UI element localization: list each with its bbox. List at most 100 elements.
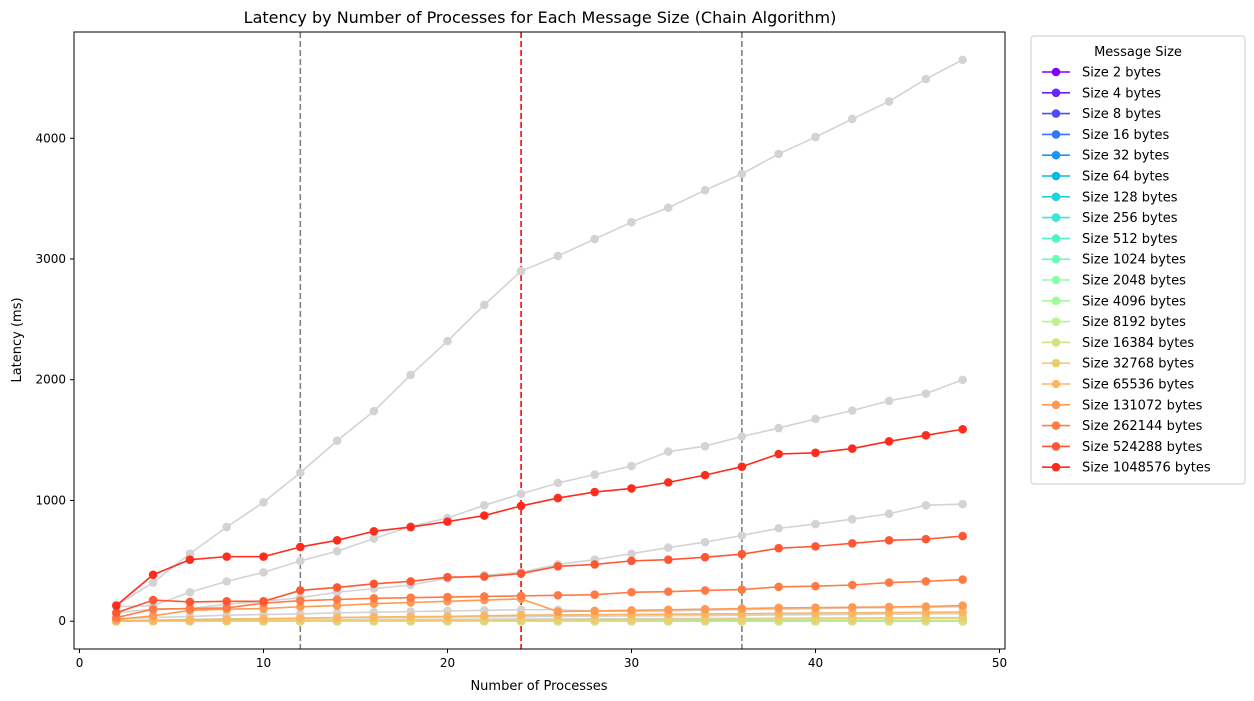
series-size-131072-bytes: [112, 594, 967, 624]
series-size-524288-bytes-line: [116, 535, 963, 614]
background-series-2-point: [700, 537, 710, 547]
series-size-65536-bytes-point: [296, 613, 305, 623]
background-series-1-point: [811, 414, 820, 424]
legend-label: Size 2048 bytes: [1082, 274, 1186, 289]
background-series-0-point: [332, 436, 342, 446]
legend-swatch-marker: [1051, 442, 1061, 451]
series-size-65536-bytes-point: [222, 614, 232, 624]
legend-swatch-marker: [1051, 296, 1061, 306]
legend-label: Size 4096 bytes: [1082, 294, 1186, 309]
series-size-524288-bytes-point: [185, 597, 195, 607]
series-size-1048576-bytes-point: [663, 478, 673, 487]
series-size-262144-bytes-point: [516, 591, 526, 601]
series-size-1048576-bytes-point: [737, 462, 747, 471]
legend-entry: Size 64 bytes: [1042, 170, 1170, 185]
x-tick-label: 30: [624, 656, 639, 670]
series-size-524288-bytes-point: [811, 542, 820, 551]
legend: Message Size Size 2 bytes Size 4 bytes Siz…: [1030, 35, 1246, 485]
series-size-65536-bytes-point: [406, 612, 416, 621]
series-size-131072-bytes-point: [553, 607, 563, 616]
series-size-1048576-bytes-line: [115, 428, 963, 607]
series-size-32768-bytes-point: [811, 614, 820, 624]
legend-entry: Size 8 bytes: [1042, 107, 1161, 122]
legend-label: Size 16384 bytes: [1082, 336, 1194, 351]
background-series-0-point: [516, 266, 526, 276]
background-series-0-point: [847, 114, 857, 124]
legend-entry: Size 512 bytes: [1042, 232, 1178, 247]
legend-swatch-marker: [1051, 338, 1061, 347]
legend-entry: Size 4 bytes: [1042, 86, 1161, 101]
legend-swatch-marker: [1051, 109, 1061, 118]
series-size-524288-bytes-point: [737, 549, 747, 559]
y-tick-label: 4000: [35, 131, 66, 145]
series-size-262144-bytes-point: [737, 585, 747, 594]
legend-label: Size 8192 bytes: [1082, 315, 1186, 330]
series-size-262144-bytes-point: [553, 590, 563, 600]
x-tick-label: 0: [76, 656, 84, 670]
series-size-1048576-bytes-point: [553, 493, 563, 503]
y-axis-label: Latency (ms): [10, 297, 25, 382]
background-series-2-point: [847, 514, 857, 524]
x-tick-label: 50: [992, 656, 1007, 670]
series-size-262144-bytes-point: [296, 596, 305, 606]
background-series-1: [112, 375, 967, 612]
legend-entry: Size 256 bytes: [1042, 211, 1178, 226]
series-size-65536-bytes-line: [116, 611, 963, 622]
background-series-0-point: [406, 370, 416, 380]
background-series-0-point: [185, 549, 195, 558]
series-size-262144-bytes-point: [369, 593, 379, 603]
series-size-65536-bytes-point: [958, 607, 967, 617]
background-series-1-line: [116, 378, 963, 608]
background-series-2-point: [811, 519, 820, 529]
series-size-131072-bytes-point: [774, 603, 783, 613]
background-series-0-point: [259, 497, 268, 507]
background-series-0-point: [663, 203, 673, 212]
series-size-1048576-bytes-point: [480, 511, 489, 520]
series-size-32768-bytes-point: [847, 614, 857, 624]
series-size-262144-bytes-point: [332, 595, 342, 604]
background-series-2-point: [921, 501, 931, 510]
legend-entry: Size 128 bytes: [1042, 190, 1178, 205]
series-size-131072-bytes-point: [296, 602, 305, 612]
background-series-2-point: [737, 531, 747, 540]
series-size-524288-bytes-point: [590, 560, 599, 569]
series-size-32768-bytes-point: [884, 614, 894, 623]
series-size-65536-bytes-point: [259, 614, 268, 624]
legend-label: Size 64 bytes: [1082, 170, 1170, 185]
series-size-524288-bytes-point: [516, 569, 526, 578]
legend-entry: Size 262144 bytes: [1042, 419, 1203, 434]
series-size-1048576-bytes-point: [590, 487, 599, 497]
y-tick-label: 0: [58, 614, 66, 628]
background-series-1-point: [259, 568, 268, 577]
background-series-0-point: [148, 578, 158, 587]
legend-entry: Size 16384 bytes: [1042, 336, 1194, 351]
series-size-1048576-bytes-point: [369, 526, 379, 536]
plot-frame: [73, 31, 1006, 650]
background-series-1-point: [332, 546, 342, 556]
background-series-3-line: [116, 605, 963, 620]
series-size-1048576-bytes-point: [884, 437, 894, 446]
series-size-131072-bytes-point: [884, 602, 894, 612]
series-size-32768-bytes-line: [116, 617, 963, 623]
axes: 0 10 20 30 40 50 0 1000 2000 3000 4000: [35, 131, 1007, 670]
series-size-524288-bytes-point: [774, 543, 783, 553]
background-series-0-point: [921, 74, 931, 84]
background-series-2-point: [958, 499, 967, 509]
legend-swatch-marker: [1051, 421, 1061, 430]
legend-label: Size 512 bytes: [1082, 232, 1178, 247]
legend-swatch-marker: [1051, 234, 1061, 243]
background-series-0-point: [443, 336, 452, 346]
background-series-1-point: [737, 432, 747, 441]
background-series-0-point: [553, 251, 563, 261]
series-size-524288-bytes-point: [148, 595, 158, 605]
series-size-1048576-bytes-point: [443, 517, 452, 526]
legend-entry: Size 8192 bytes: [1042, 315, 1186, 330]
series-size-131072-bytes-point: [663, 605, 673, 615]
series-size-1048576-bytes-point: [774, 449, 783, 459]
background-series-1-point: [958, 375, 967, 385]
background-series-1-point: [480, 501, 489, 510]
series-size-131072-bytes-line: [116, 598, 963, 621]
series-size-262144-bytes-point: [847, 580, 857, 590]
series-size-524288-bytes-point: [884, 536, 894, 545]
legend-swatch-marker: [1051, 67, 1061, 77]
